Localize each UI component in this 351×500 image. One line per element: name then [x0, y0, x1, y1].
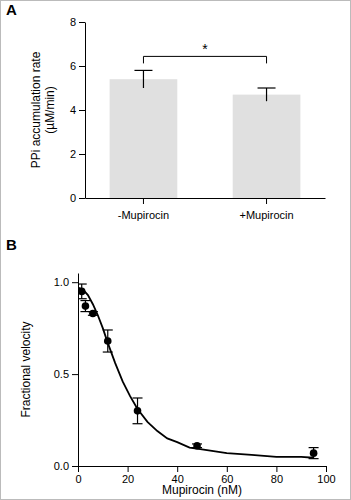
tick: 40 — [172, 466, 184, 485]
tick-mark — [177, 466, 178, 472]
tick-mark — [79, 198, 85, 199]
tick-mark — [72, 466, 78, 467]
tick-mark — [326, 466, 327, 472]
tick-label: 0 — [70, 192, 76, 204]
tick-mark — [72, 374, 78, 375]
error-bar-cap — [78, 283, 87, 284]
bar — [110, 79, 178, 198]
error-bar-cap — [134, 70, 152, 71]
tick: 60 — [221, 466, 233, 485]
error-bar-cap — [133, 397, 143, 398]
tick: 0.5 — [54, 368, 78, 380]
axis-line — [79, 466, 327, 467]
annotation: * — [202, 41, 208, 57]
error-bar-stem — [143, 70, 144, 88]
x-axis: -Mupirocin +Mupirocin — [86, 198, 326, 221]
tick-mark — [79, 22, 85, 23]
tick-label: -Mupirocin — [118, 209, 169, 221]
tick: 6 — [70, 60, 85, 72]
fit-line — [78, 288, 314, 458]
tick: 0 — [70, 192, 85, 204]
tick-label: 0.5 — [54, 368, 69, 380]
point — [310, 449, 318, 457]
tick-label: 6 — [70, 60, 76, 72]
tick-mark — [266, 198, 267, 204]
error-bar-stem — [266, 88, 267, 101]
tick-label: 100 — [317, 473, 335, 485]
error-bar-cap — [78, 298, 87, 299]
x-axis: 0 20 40 60 80 100 — [75, 466, 335, 485]
tick-label: 20 — [122, 473, 134, 485]
tick-mark — [79, 110, 85, 111]
tick: 0.0 — [54, 460, 78, 472]
panel-label: B — [6, 236, 17, 253]
tick-mark — [79, 154, 85, 155]
significance-bracket — [143, 56, 266, 63]
tick: +Mupirocin — [239, 198, 293, 221]
error-bar — [134, 70, 152, 88]
tick-label: 1.0 — [54, 276, 69, 288]
tick-mark — [143, 198, 144, 204]
tick: -Mupirocin — [118, 198, 169, 221]
figure-border — [1, 1, 351, 500]
tick-label: 8 — [70, 16, 76, 28]
tick: 4 — [70, 104, 85, 116]
point — [82, 302, 90, 310]
axis-line — [78, 274, 79, 467]
tick-label: 0 — [75, 473, 81, 485]
error-bar-cap — [258, 87, 276, 88]
tick-label: 80 — [271, 473, 283, 485]
error-bar-cap — [133, 423, 143, 424]
tick-mark — [78, 466, 79, 472]
y-axis: 0.0 0.5 1.0 — [54, 274, 79, 473]
error-bar — [80, 301, 90, 312]
tick: 8 — [70, 16, 85, 28]
tick-label: 2 — [70, 148, 76, 160]
error-bar-cap — [80, 300, 90, 301]
tick-mark — [72, 282, 78, 283]
tick: 20 — [122, 466, 134, 485]
axis-line — [85, 23, 86, 199]
tick-mark — [128, 466, 129, 472]
axis-line — [86, 198, 326, 199]
y-axis: 0 2 4 6 8 — [70, 16, 86, 204]
plot-area — [110, 70, 301, 198]
tick: 0 — [75, 466, 81, 485]
y-axis-title: PPi accumulation rate(µM/min) — [29, 51, 57, 168]
tick: 2 — [70, 148, 85, 160]
y-axis-title: Fractional velocity — [19, 321, 33, 417]
tick-label: +Mupirocin — [239, 209, 293, 221]
tick-label: 4 — [70, 104, 76, 116]
tick-label: 0.0 — [54, 460, 69, 472]
tick: 80 — [271, 466, 283, 485]
tick-mark — [227, 466, 228, 472]
x-axis-title: Mupirocin (nM) — [162, 483, 242, 497]
figure: A 0 2 4 6 8 -Mupirocin +Mupirocin PPi accumulati… — [0, 0, 351, 500]
tick: 100 — [317, 466, 335, 485]
tick-mark — [276, 466, 277, 472]
tick: 1.0 — [54, 276, 78, 288]
tick-mark — [79, 66, 85, 67]
error-bar-cap — [309, 447, 319, 448]
error-bar — [258, 88, 276, 101]
plot-area — [78, 284, 319, 459]
bar — [233, 95, 301, 198]
panel-label: A — [6, 1, 17, 18]
